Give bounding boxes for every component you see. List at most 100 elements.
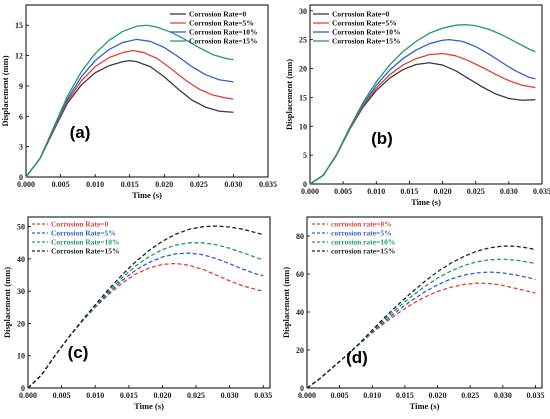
x-tick-label: 0.030 <box>224 180 242 189</box>
series-line-3 <box>309 39 536 185</box>
y-tick-label: 40 <box>296 308 304 317</box>
legend-entry: Corrosion Rate=5% <box>332 19 397 28</box>
y-axis-label: Displacement (mm) <box>281 267 291 338</box>
legend-entry: Corrosion Rate=5% <box>189 19 254 28</box>
x-tick-label: 0.030 <box>494 391 512 400</box>
x-tick-label: 0.035 <box>526 391 544 400</box>
y-tick-label: 25 <box>299 36 307 45</box>
x-tick-label: 0.000 <box>298 391 316 400</box>
legend-entry: Corrosion Rate=10% <box>51 238 120 247</box>
y-tick-label: 9 <box>19 82 23 91</box>
y-tick-label: 50 <box>17 223 25 232</box>
legend-entry: Corrosion Rate=15% <box>332 37 401 46</box>
x-tick-label: 0.025 <box>187 391 205 400</box>
legend-entry: corrosion rate=5% <box>331 229 392 238</box>
y-tick-label: 0 <box>19 173 23 182</box>
series-line-3 <box>27 242 264 389</box>
legend-entry: Corrosion Rate=5% <box>51 229 116 238</box>
y-tick-label: 15 <box>299 93 307 102</box>
x-axis-label: Time (s) <box>411 197 441 207</box>
x-tick-label: 0.010 <box>363 391 381 400</box>
legend-entry: corrosion rate=10% <box>331 238 395 247</box>
panel-label: (c) <box>68 343 89 362</box>
x-tick-label: 0.020 <box>434 187 452 196</box>
y-tick-label: 30 <box>299 7 307 16</box>
x-tick-label: 0.035 <box>259 180 277 189</box>
x-tick-label: 0.010 <box>86 180 104 189</box>
y-axis-label: Displacement (mm) <box>284 59 294 130</box>
x-tick-label: 0.025 <box>461 391 479 400</box>
y-tick-label: 40 <box>17 255 25 264</box>
chart-panel-1: 0.000 0.005 0.010 0.015 0.020 0.025 0.030 0.035… <box>0 4 277 200</box>
x-tick-label: 0.005 <box>52 180 70 189</box>
x-axis-label: Time (s) <box>410 401 440 411</box>
x-tick-label: 0.015 <box>120 391 138 400</box>
legend-entry: Corrosion Rate=0 <box>189 10 247 19</box>
x-tick-label: 0.010 <box>367 187 385 196</box>
y-axis-label: Displacement (mm) <box>2 267 12 338</box>
x-tick-label: 0.000 <box>17 180 35 189</box>
legend-entry: Corrosion Rate=15% <box>189 37 258 46</box>
x-tick-label: 0.015 <box>121 180 139 189</box>
x-axis-label: Time (s) <box>132 190 162 200</box>
x-tick-label: 0.020 <box>429 391 447 400</box>
x-tick-label: 0.005 <box>53 391 71 400</box>
y-axis-label: Displacement (mm) <box>0 55 10 126</box>
legend-entry: corrosion rate=15% <box>331 247 395 256</box>
series-line-4 <box>27 225 264 389</box>
y-tick-label: 15 <box>15 21 23 30</box>
x-tick-label: 0.035 <box>254 391 272 400</box>
x-tick-label: 0.015 <box>396 391 414 400</box>
series-line-4 <box>309 23 536 185</box>
x-tick-label: 0.025 <box>190 180 208 189</box>
x-tick-label: 0.030 <box>221 391 239 400</box>
x-tick-label: 0.015 <box>400 187 418 196</box>
legend-entry: Corrosion Rate=10% <box>332 28 401 37</box>
y-tick-label: 20 <box>299 65 307 74</box>
x-axis-label: Time (s) <box>134 401 164 411</box>
y-tick-label: 0 <box>303 180 307 189</box>
legend-entry: corrosion rate=0% <box>331 220 392 229</box>
panel-label: (d) <box>346 348 368 367</box>
y-tick-label: 6 <box>19 112 23 121</box>
series-line-2 <box>309 52 536 185</box>
chart-panel-3: 0.000 0.005 0.010 0.015 0.020 0.025 0.030 0.035… <box>2 216 272 411</box>
series-line-1 <box>309 62 536 185</box>
chart-panel-2: 0.000 0.005 0.010 0.015 0.020 0.025 0.030 0.035… <box>284 4 550 207</box>
y-tick-label: 0 <box>21 384 25 393</box>
y-tick-label: 10 <box>17 352 25 361</box>
series-line-2 <box>27 252 264 389</box>
x-tick-label: 0.025 <box>467 187 485 196</box>
plot-frame <box>306 216 543 389</box>
y-tick-label: 20 <box>296 346 304 355</box>
panel-label: (a) <box>70 123 91 142</box>
y-tick-label: 0 <box>300 384 304 393</box>
legend-entry: Corrosion Rate=10% <box>189 28 258 37</box>
series-line-4 <box>306 245 536 389</box>
plot-frame <box>27 216 271 389</box>
x-tick-label: 0.005 <box>331 391 349 400</box>
y-tick-label: 60 <box>296 270 304 279</box>
series-line-2 <box>25 49 234 178</box>
y-tick-label: 30 <box>17 287 25 296</box>
plot-frame <box>309 4 543 185</box>
series-line-1 <box>25 60 234 178</box>
legend: corrosion rate=0%corrosion rate=5%corros… <box>312 220 395 256</box>
y-tick-label: 5 <box>303 151 307 160</box>
x-tick-label: 0.000 <box>301 187 319 196</box>
y-tick-label: 20 <box>17 319 25 328</box>
legend-entry: Corrosion Rate=0 <box>332 10 390 19</box>
x-tick-label: 0.000 <box>19 391 37 400</box>
chart-panel-4: 0.000 0.005 0.010 0.015 0.020 0.025 0.030 0.035… <box>281 216 544 411</box>
plot-frame <box>25 4 269 178</box>
x-tick-label: 0.020 <box>153 391 171 400</box>
series-line-1 <box>27 262 264 389</box>
x-tick-label: 0.030 <box>500 187 518 196</box>
y-tick-label: 3 <box>19 143 23 152</box>
series-line-1 <box>306 282 536 389</box>
y-tick-label: 10 <box>299 122 307 131</box>
